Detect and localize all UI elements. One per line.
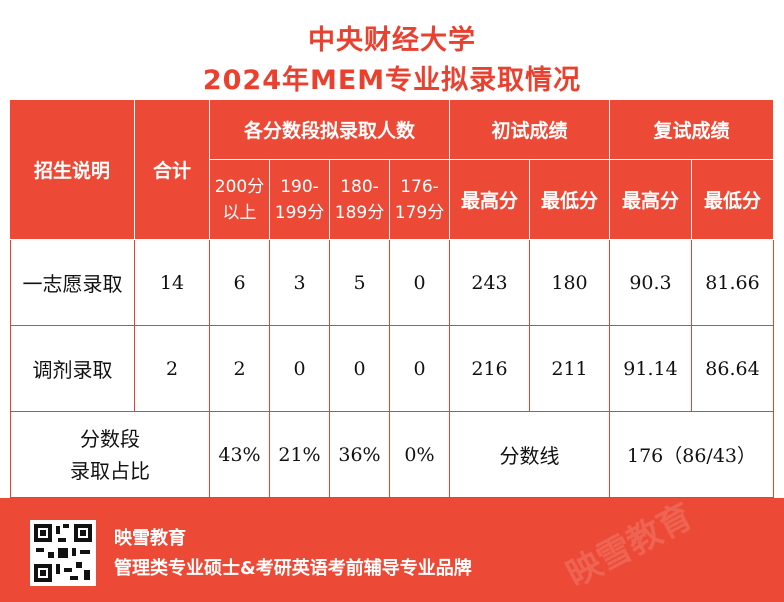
header-prelim-max: 最高分 [450,160,530,240]
footer-slogan: 管理类专业硕士&考研英语考前辅导专业品牌 [114,558,472,579]
header-band-176-line2: 179分 [394,202,445,223]
ratio-row-band-190: 21% [270,412,330,498]
header-band-176: 176- 179分 [390,160,450,240]
header-retest-min: 最低分 [692,160,774,240]
table-row-1-retest-max: 90.3 [610,240,692,326]
table-row-1-prelim-max: 243 [450,240,530,326]
table-row-1-prelim-min: 180 [530,240,610,326]
table-row-2-band-190: 0 [270,326,330,412]
table-row-1-retest-min: 81.66 [692,240,774,326]
ratio-row-label-line2: 录取占比 [70,458,150,483]
header-band-180-line1: 180- [340,176,379,197]
header-prelim-min: 最低分 [530,160,610,240]
header-enroll-desc: 招生说明 [10,100,135,240]
ratio-row-cutoff-value: 176（86/43） [610,412,774,498]
table-row-2-retest-max: 91.14 [610,326,692,412]
table-row-1-band-180: 5 [330,240,390,326]
table-row-1-band-190: 3 [270,240,330,326]
header-prelim: 初试成绩 [450,100,610,160]
ratio-row-band-200: 43% [210,412,270,498]
header-band-180-line2: 189分 [334,202,385,223]
table-row-1-label: 一志愿录取 [10,240,135,326]
ratio-row-cutoff-label: 分数线 [450,412,610,498]
table-row-2-band-180: 0 [330,326,390,412]
header-band-190: 190- 199分 [270,160,330,240]
ratio-row-band-180: 36% [330,412,390,498]
table-row-2-label: 调剂录取 [10,326,135,412]
table-row-2-total: 2 [135,326,210,412]
table-row-2-prelim-max: 216 [450,326,530,412]
table-row-2-retest-min: 86.64 [692,326,774,412]
footer-brand-name: 映雪教育 [114,528,186,549]
table-row-2-prelim-min: 211 [530,326,610,412]
page-title-university: 中央财经大学 [308,25,476,56]
admission-table: 招生说明 合计 各分数段拟录取人数 初试成绩 复试成绩 200分 以上 190-… [10,100,774,498]
table-row-1-total: 14 [135,240,210,326]
footer-banner: 映雪教育 映雪教育 管理类专业硕士&考研英语考前辅导专业 [0,496,784,602]
title-area: 中央财经大学 2024年MEM专业拟录取情况 [0,0,784,100]
header-band-190-line1: 190- [280,176,319,197]
header-band-200-line1: 200分 [214,176,265,197]
watermark-footer: 映雪教育 [560,496,700,596]
header-score-bands: 各分数段拟录取人数 [210,100,450,160]
header-total: 合计 [135,100,210,240]
ratio-row-label: 分数段 录取占比 [10,412,210,498]
table-row-1-band-200: 6 [210,240,270,326]
header-band-200: 200分 以上 [210,160,270,240]
page-title-subject: 2024年MEM专业拟录取情况 [202,65,582,96]
qr-code-icon [30,520,96,586]
header-band-200-line2: 以上 [222,202,257,223]
header-band-176-line1: 176- [400,176,439,197]
header-retest-max: 最高分 [610,160,692,240]
ratio-row-band-176: 0% [390,412,450,498]
header-band-180: 180- 189分 [330,160,390,240]
header-retest: 复试成绩 [610,100,774,160]
table-row-1-band-176: 0 [390,240,450,326]
table-row-2-band-176: 0 [390,326,450,412]
table-row-2-band-200: 2 [210,326,270,412]
header-band-190-line2: 199分 [274,202,325,223]
ratio-row-label-line1: 分数段 [80,426,140,451]
